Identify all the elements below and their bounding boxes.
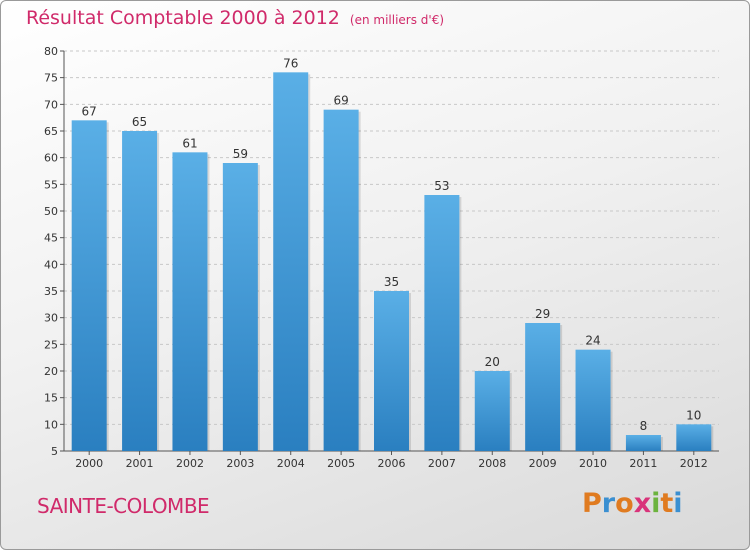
x-tick-label: 2011	[629, 457, 657, 470]
bar-2009	[525, 323, 561, 451]
bar-2005	[323, 109, 359, 452]
value-label: 29	[535, 307, 550, 321]
x-tick-label: 2005	[327, 457, 355, 470]
bar-2011	[625, 435, 661, 451]
x-tick-label: 2003	[226, 457, 254, 470]
y-tick-label: 50	[44, 205, 58, 218]
y-tick-label: 65	[44, 125, 58, 138]
y-tick-label: 60	[44, 152, 58, 165]
x-tick-label: 2001	[126, 457, 154, 470]
y-tick-label: 80	[44, 45, 58, 58]
y-tick-label: 40	[44, 258, 58, 271]
value-label: 69	[333, 94, 348, 108]
value-label: 53	[434, 179, 449, 193]
x-tick-label: 2010	[579, 457, 607, 470]
value-label: 20	[485, 355, 500, 369]
y-tick-label: 45	[44, 232, 58, 245]
logo-letter: i	[673, 488, 683, 519]
logo-letter: P	[582, 488, 602, 519]
x-tick-label: 2000	[75, 457, 103, 470]
logo-letter: r	[601, 488, 616, 519]
logo-letter: x	[633, 488, 652, 519]
bar-2004	[273, 72, 309, 451]
bar-2002	[172, 152, 208, 452]
y-tick-label: 10	[44, 418, 58, 431]
commune-name: SAINTE-COLOMBE	[37, 494, 210, 518]
chart-subtitle: (en milliers d'€)	[349, 13, 445, 27]
y-tick-label: 30	[44, 312, 58, 325]
y-tick-label: 15	[44, 392, 58, 405]
x-tick-label: 2012	[680, 457, 708, 470]
chart-title-text: Résultat Comptable 2000 à 2012	[26, 7, 340, 29]
x-tick-label: 2009	[529, 457, 557, 470]
value-label: 67	[82, 104, 97, 118]
y-tick-label: 70	[44, 98, 58, 111]
bar-2001	[122, 131, 158, 451]
x-tick-label: 2008	[478, 457, 506, 470]
y-tick-label: 25	[44, 338, 58, 351]
x-tick-label: 2002	[176, 457, 204, 470]
bar-2007	[424, 195, 460, 451]
x-tick-label: 2006	[378, 457, 406, 470]
value-label: 24	[585, 334, 600, 348]
y-tick-label: 5	[51, 445, 58, 458]
value-label: 8	[640, 419, 648, 433]
value-label: 65	[132, 115, 147, 129]
x-tick-label: 2007	[428, 457, 456, 470]
bar-2008	[474, 371, 510, 451]
bar-2010	[575, 349, 611, 451]
y-tick-label: 75	[44, 72, 58, 85]
bar-2003	[222, 163, 258, 451]
logo-letter: o	[615, 488, 634, 519]
y-tick-label: 20	[44, 365, 58, 378]
chart-title: Résultat Comptable 2000 à 2012 (en millie…	[26, 7, 444, 29]
value-label: 61	[182, 136, 197, 150]
value-label: 59	[233, 147, 248, 161]
value-label: 35	[384, 275, 399, 289]
logo-letter: i	[651, 488, 661, 519]
value-label: 76	[283, 56, 298, 70]
x-tick-label: 2004	[277, 457, 305, 470]
value-label: 10	[686, 408, 701, 422]
y-tick-label: 55	[44, 178, 58, 191]
bar-2000	[71, 120, 107, 451]
proxiti-logo: Proxiti	[582, 488, 683, 519]
logo-letter: t	[660, 488, 674, 519]
y-tick-label: 35	[44, 285, 58, 298]
bar-2006	[374, 291, 409, 451]
bar-2012	[676, 424, 712, 451]
